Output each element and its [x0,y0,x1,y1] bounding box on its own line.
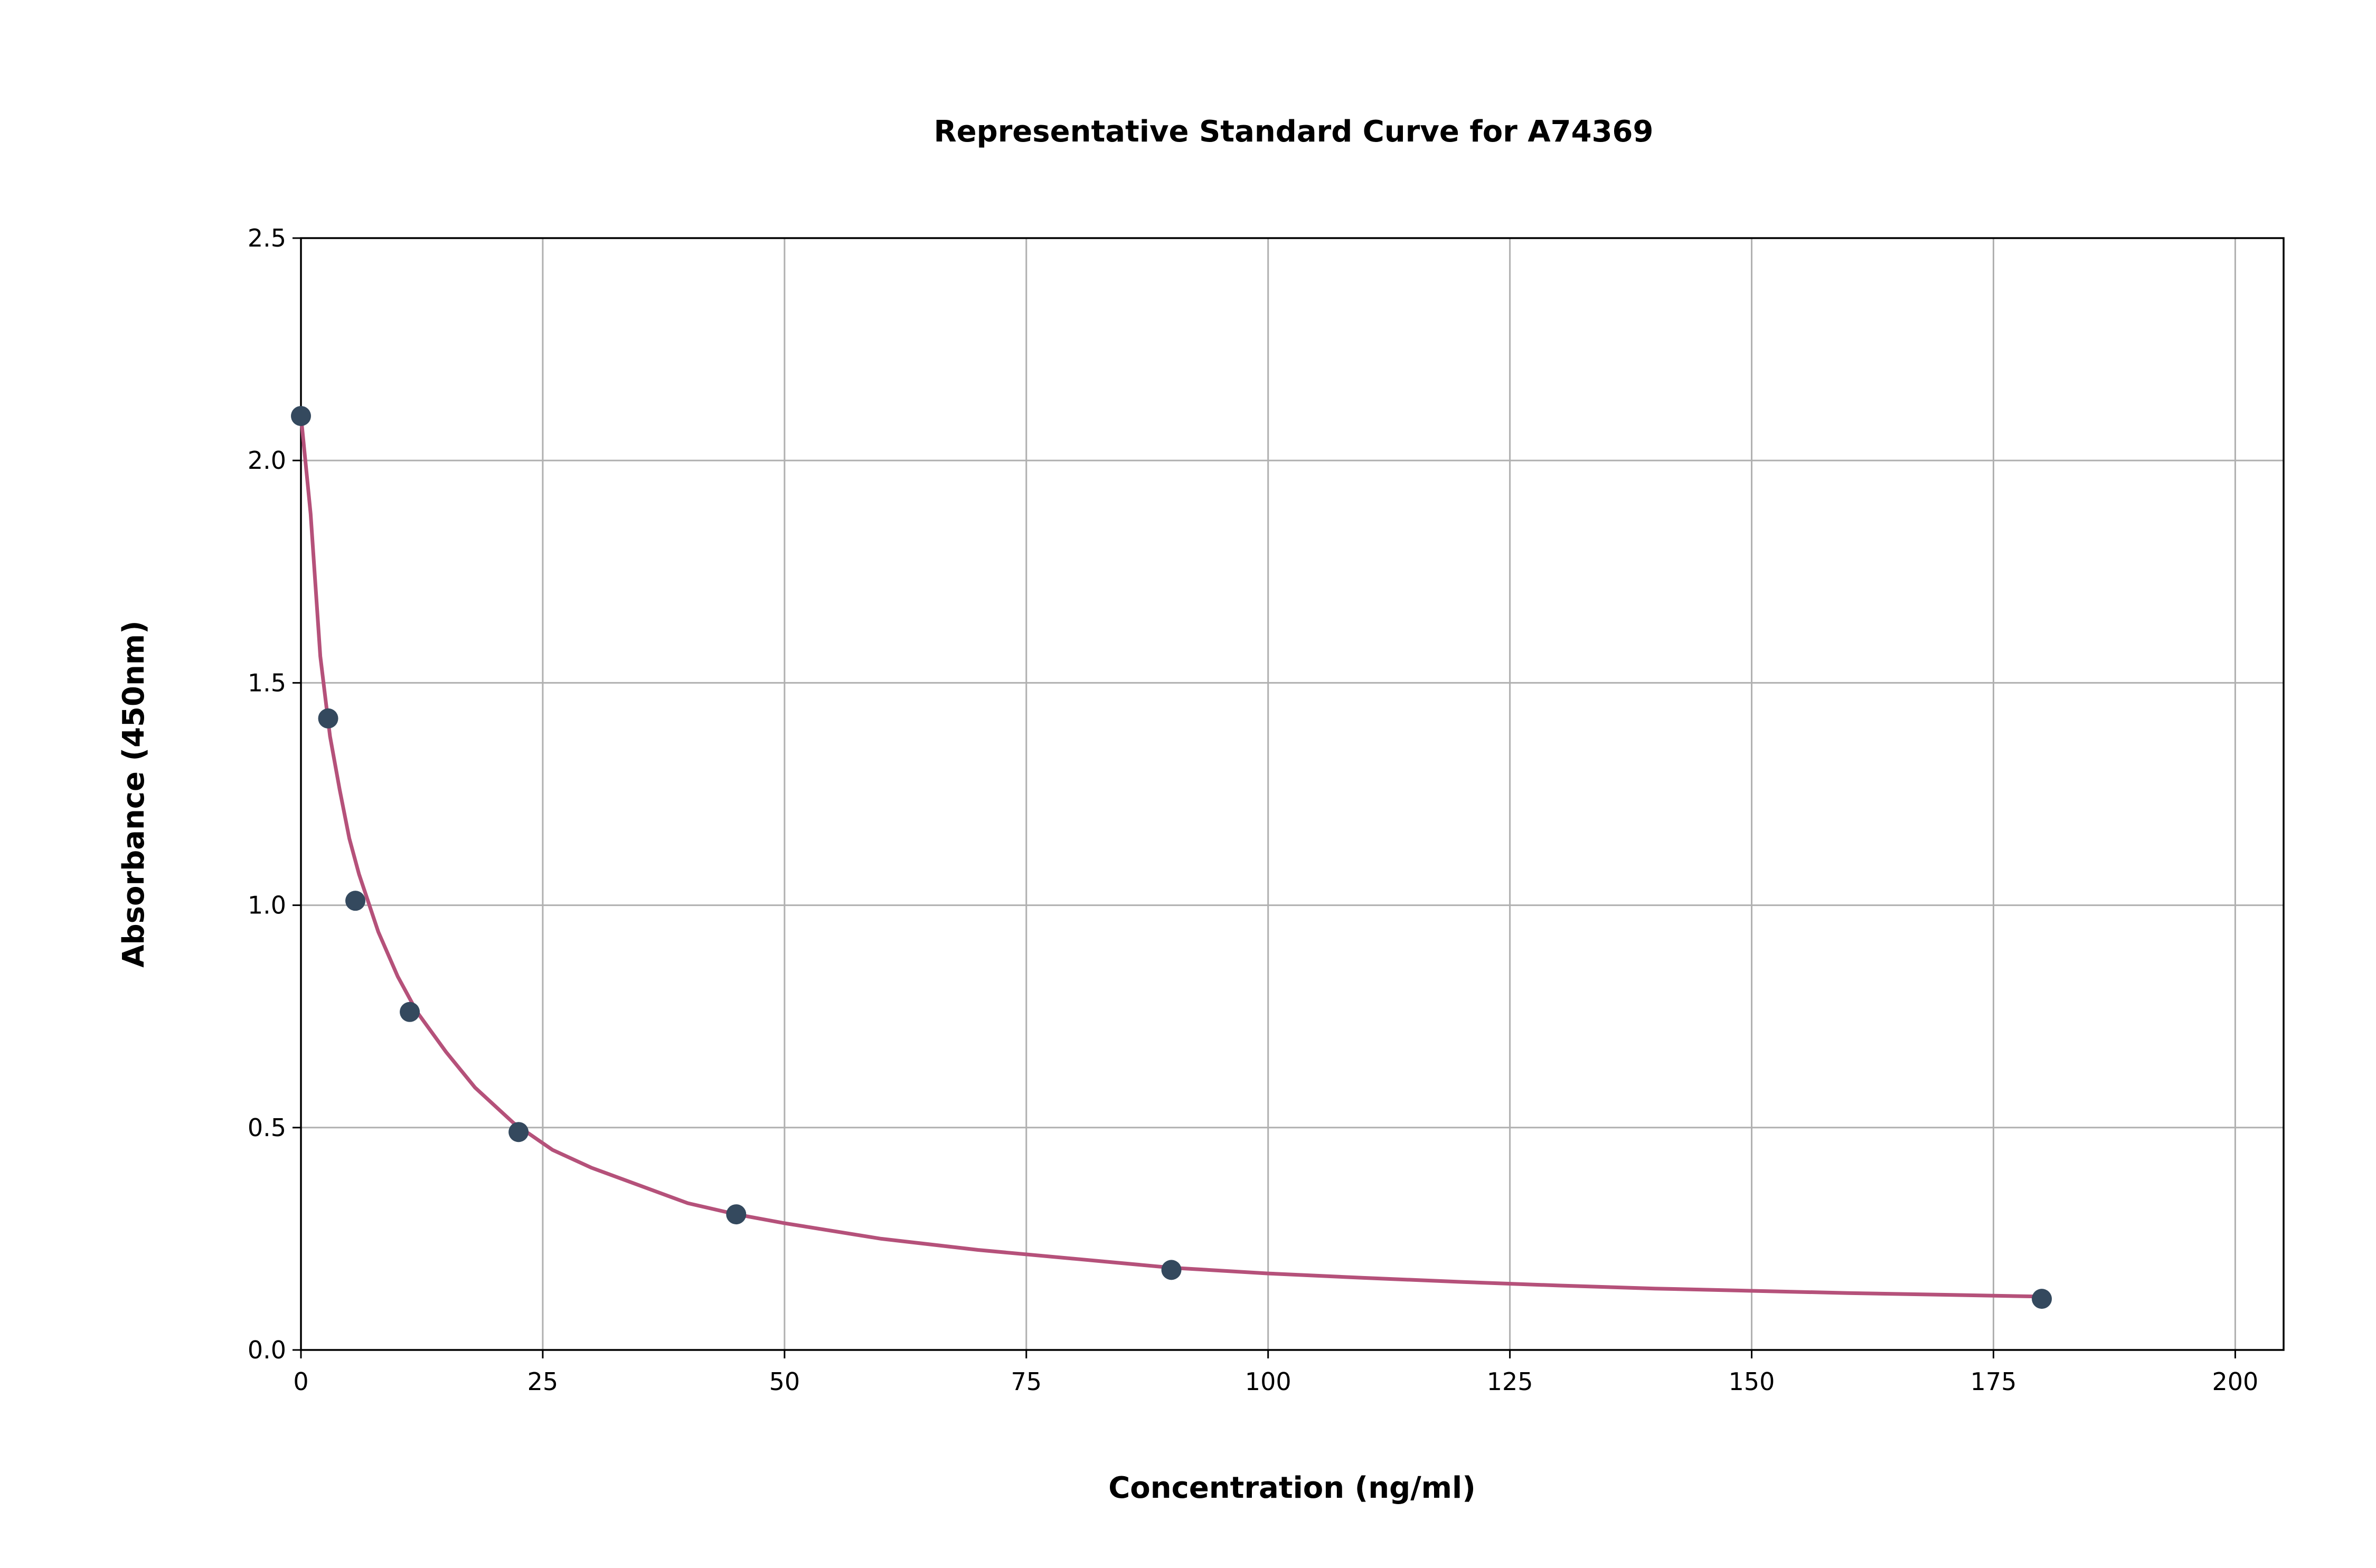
plot-frame [300,237,2285,1351]
data-point [400,1002,420,1022]
x-tick-label: 100 [1245,1367,1291,1396]
y-tick-label: 0.5 [248,1113,286,1142]
x-axis-label: Concentration (ng/ml) [1108,1471,1476,1505]
x-tick-label: 25 [527,1367,559,1396]
y-tick-label: 2.0 [248,446,286,475]
x-tick-label: 150 [1729,1367,1775,1396]
data-point [318,708,338,729]
data-point [291,405,311,426]
chart-title: Representative Standard Curve for A74369 [934,115,1654,149]
y-axis-label: Absorbance (450nm) [117,620,151,968]
data-point [508,1122,529,1142]
axis-ticks: 0 25 50 75 100 125 150 175 200 0.0 0.5 1.0 1.5 2.0 2.5 [248,224,2258,1396]
x-tick-label: 175 [1970,1367,2017,1396]
data-point [726,1204,747,1225]
fitted-curve-line [299,414,2044,1299]
x-tick-label: 0 [293,1367,308,1396]
x-tick-label: 75 [1011,1367,1042,1396]
x-tick-label: 200 [2212,1367,2259,1396]
y-tick-label: 1.0 [248,891,286,920]
x-tick-label: 50 [769,1367,800,1396]
grid-lines [300,237,2284,1351]
y-tick-label: 2.5 [248,224,286,252]
x-tick-label: 125 [1487,1367,1533,1396]
data-point [1161,1260,1182,1280]
data-point [2032,1289,2052,1309]
data-series [291,405,2052,1309]
data-point [345,891,366,911]
y-tick-label: 1.5 [248,668,286,697]
y-tick-label: 0.0 [248,1336,286,1364]
